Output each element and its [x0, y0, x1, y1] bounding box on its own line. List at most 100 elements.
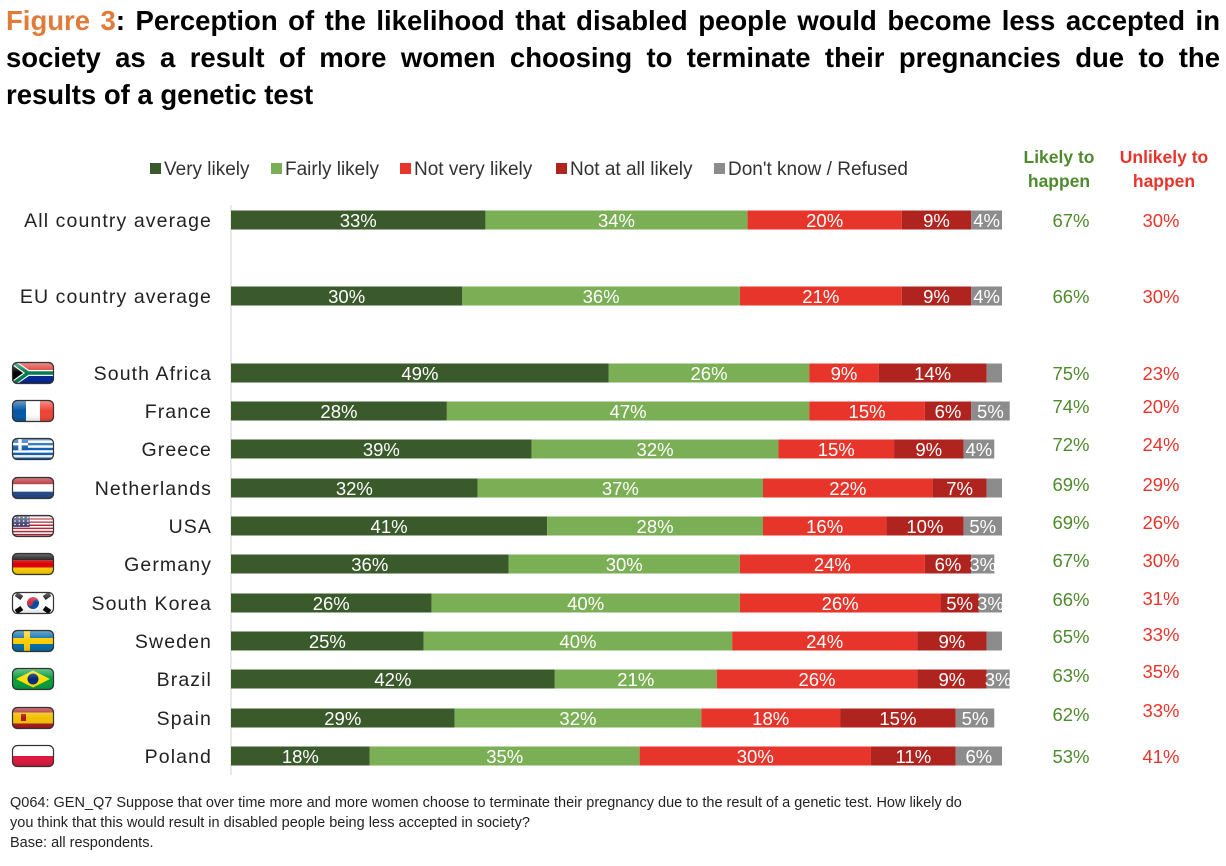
- south-africa-flag-icon: [11, 361, 55, 385]
- south-korea-flag-icon: [11, 591, 55, 615]
- data-label-not-very-likely: 15%: [849, 401, 886, 422]
- bar-segment-not-at-all-likely: [901, 210, 972, 230]
- bar-segment-very-likely: [231, 439, 532, 459]
- data-label-not-at-all-likely: 9%: [939, 669, 966, 690]
- data-label-fairly-likely: 21%: [617, 669, 654, 690]
- data-label-not-very-likely: 26%: [822, 593, 859, 614]
- legend-item-fairly-likely: Fairly likely: [271, 159, 379, 180]
- category-label: USA: [169, 516, 212, 538]
- bar-segment-very-likely: [231, 554, 509, 574]
- row-south-africa: South Africa 49% 26% 9% 14% 75% 23%: [11, 361, 1180, 385]
- data-label-fairly-likely: 40%: [559, 631, 596, 652]
- bar-segment-not-at-all-likely: [894, 439, 964, 459]
- row-brazil: Brazil 42% 21% 26% 9% 3% 63% 35%: [11, 661, 1180, 691]
- chart-title: Figure 3: Perception of the likelihood t…: [6, 2, 1220, 113]
- category-label: Brazil: [157, 669, 212, 691]
- bar-segment-don-t-know-refused: [971, 286, 1002, 306]
- bar-segment-not-very-likely: [747, 210, 902, 230]
- category-label: South Korea: [91, 593, 212, 615]
- unlikely-total: 23%: [1142, 363, 1179, 384]
- data-label-not-very-likely: 20%: [806, 210, 843, 231]
- bar-segment-not-very-likely: [762, 516, 887, 536]
- data-label-not-very-likely: 9%: [831, 363, 858, 384]
- bar-segment-don-t-know-refused: [978, 593, 1002, 613]
- likely-total: 66%: [1052, 589, 1089, 610]
- unlikely-total: 30%: [1142, 210, 1179, 231]
- data-label-fairly-likely: 40%: [567, 593, 604, 614]
- unlikely-total: 29%: [1142, 474, 1179, 495]
- likely-total: 67%: [1052, 210, 1089, 231]
- bar-segment-don-t-know-refused: [971, 210, 1002, 230]
- footnote: Q064: GEN_Q7 Suppose that over time more…: [10, 793, 1210, 853]
- row-usa: USA 41% 28% 16% 10% 5% 69% 26%: [11, 512, 1180, 538]
- bar-segment-fairly-likely: [477, 478, 763, 498]
- bar-segment-not-very-likely: [639, 746, 871, 766]
- legend-item-not-at-all-likely: Not at all likely: [556, 159, 693, 180]
- likely-total: 62%: [1052, 704, 1089, 725]
- bar-segment-don-t-know-refused: [986, 478, 1002, 498]
- legend-item-not-very-likely: Not very likely: [400, 159, 533, 180]
- data-label-not-at-all-likely: 6%: [935, 401, 962, 422]
- data-label-don-t-know-refused: 5%: [969, 516, 996, 537]
- footnote-line-1: Q064: GEN_Q7 Suppose that over time more…: [10, 795, 962, 811]
- footnote-line-2: you think that this would result in disa…: [10, 815, 530, 831]
- unlikely-total: 33%: [1142, 624, 1179, 645]
- legend-item-very-likely: Very likely: [150, 159, 250, 180]
- likely-total: 72%: [1052, 434, 1089, 455]
- bar-segment-not-at-all-likely: [924, 401, 972, 421]
- data-label-very-likely: 39%: [363, 439, 400, 460]
- row-france: France 28% 47% 15% 6% 5% 74% 20%: [11, 396, 1180, 423]
- data-label-fairly-likely: 26%: [691, 363, 728, 384]
- category-label: Sweden: [135, 631, 212, 653]
- usa-flag-icon: [11, 514, 55, 538]
- bar-segment-not-at-all-likely: [886, 516, 964, 536]
- category-label: Greece: [141, 439, 212, 461]
- category-label: All country average: [24, 210, 212, 232]
- category-label: France: [145, 401, 212, 423]
- data-label-not-very-likely: 18%: [752, 708, 789, 729]
- category-label: EU country average: [20, 286, 212, 308]
- bar-segment-don-t-know-refused: [986, 363, 1002, 383]
- data-label-not-at-all-likely: 9%: [939, 631, 966, 652]
- data-label-not-very-likely: 21%: [802, 286, 839, 307]
- data-label-fairly-likely: 35%: [486, 746, 523, 767]
- data-label-not-at-all-likely: 10%: [906, 516, 943, 537]
- data-label-very-likely: 41%: [371, 516, 408, 537]
- france-flag-icon: [11, 399, 55, 423]
- sweden-flag-icon: [11, 629, 55, 653]
- data-label-very-likely: 32%: [336, 478, 373, 499]
- data-label-fairly-likely: 36%: [583, 286, 620, 307]
- bar-segment-very-likely: [231, 669, 555, 689]
- bar-segment-not-at-all-likely: [870, 746, 956, 766]
- bar-segment-very-likely: [231, 286, 463, 306]
- data-label-not-at-all-likely: 9%: [923, 286, 950, 307]
- bar-segment-fairly-likely: [508, 554, 740, 574]
- bar-segment-not-very-likely: [716, 669, 918, 689]
- bar-segment-not-very-likely: [762, 478, 933, 498]
- greece-flag-icon: [11, 437, 55, 461]
- row-sweden: Sweden 25% 40% 24% 9% 65% 33%: [11, 624, 1180, 653]
- legend-swatch-fairly-likely: [271, 163, 282, 174]
- unlikely-total: 31%: [1142, 588, 1179, 609]
- data-label-very-likely: 26%: [313, 593, 350, 614]
- brazil-flag-icon: [11, 667, 55, 691]
- legend-swatch-don-t-know-refused: [714, 163, 725, 174]
- row-netherlands: Netherlands 32% 37% 22% 7% 69% 29%: [11, 474, 1180, 500]
- unlikely-total: 35%: [1142, 661, 1179, 682]
- bar-segment-very-likely: [231, 516, 548, 536]
- unlikely-total: 30%: [1142, 286, 1179, 307]
- summary-header-unlikely-line-2: happen: [1133, 171, 1195, 191]
- legend-swatch-not-at-all-likely: [556, 163, 567, 174]
- row-poland: Poland 18% 35% 30% 11% 6% 53% 41%: [11, 744, 1180, 768]
- data-label-fairly-likely: 32%: [637, 439, 674, 460]
- bar-segment-very-likely: [231, 401, 447, 421]
- data-label-not-very-likely: 16%: [806, 516, 843, 537]
- row-spain: Spain 29% 32% 18% 15% 5% 62% 33%: [11, 700, 1180, 730]
- data-label-don-t-know-refused: 4%: [973, 286, 1000, 307]
- bar-segment-don-t-know-refused: [963, 516, 1002, 536]
- bar-segment-not-very-likely: [778, 439, 895, 459]
- data-label-not-at-all-likely: 9%: [915, 439, 942, 460]
- bar-segment-very-likely: [231, 363, 609, 383]
- category-label: Netherlands: [95, 478, 212, 500]
